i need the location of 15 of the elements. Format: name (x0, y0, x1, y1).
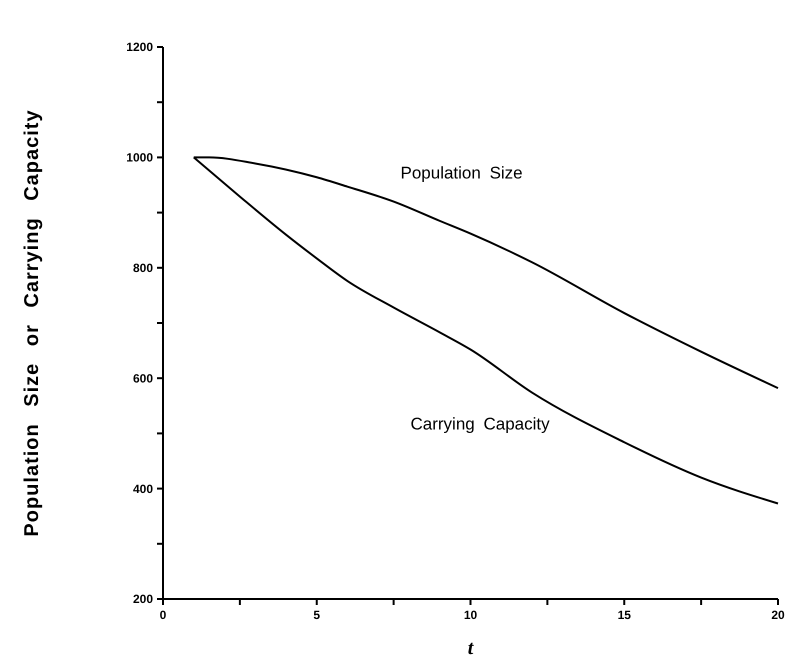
y-tick-label: 1200 (126, 40, 154, 54)
x-tick-label: 20 (771, 608, 785, 622)
x-tick-label: 15 (618, 608, 632, 622)
y-tick-label: 600 (132, 371, 154, 386)
x-tick-label: 5 (313, 608, 320, 622)
y-axis-title: Population Size or Carrying Capacity (21, 109, 43, 537)
series-label: Carrying Capacity (410, 414, 550, 434)
x-tick-label: 0 (160, 608, 167, 622)
series-label: Population Size (400, 164, 523, 183)
y-tick-label: 800 (132, 261, 154, 275)
y-tick-label: 400 (132, 482, 154, 496)
x-axis-title: t (468, 637, 475, 659)
x-tick-label: 10 (464, 608, 478, 622)
y-tick-label: 1000 (126, 150, 154, 165)
y-tick-label: 200 (132, 592, 154, 606)
